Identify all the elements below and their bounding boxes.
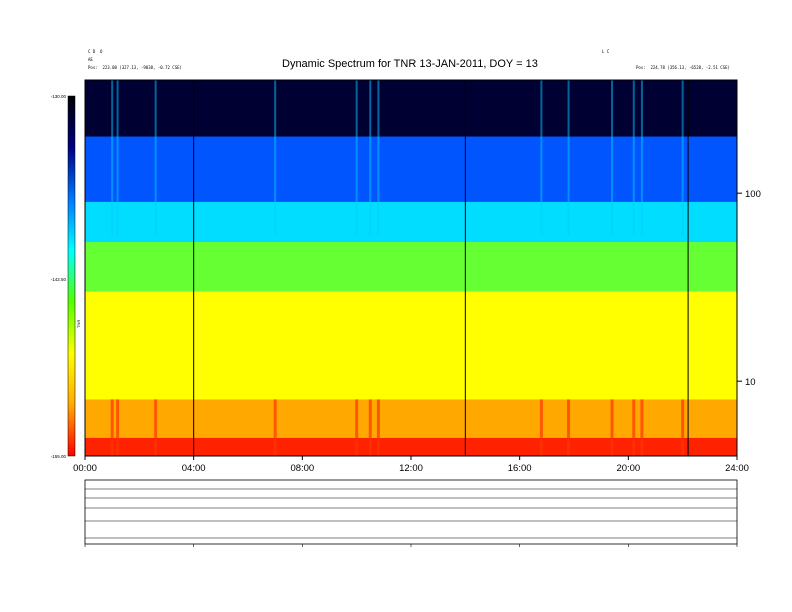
burst-streak	[154, 399, 158, 456]
burst-streak	[567, 399, 571, 456]
burst-streak	[539, 399, 543, 456]
burst-streak-upper	[640, 80, 643, 235]
lower-panel	[84, 479, 738, 547]
colorbar-label: TNR	[76, 320, 81, 328]
red-band	[85, 437, 737, 456]
burst-streak-upper	[377, 80, 380, 235]
burst-streak	[116, 399, 120, 456]
lower-footer	[55, 549, 57, 554]
colorbar-ticks: -130.00 -142.50 -155.00	[51, 94, 67, 459]
burst-streak-upper	[540, 80, 543, 235]
x-tick-label: 12:00	[399, 463, 423, 474]
burst-streak-upper	[274, 80, 277, 235]
chart-title: Dynamic Spectrum for TNR 13-JAN-2011, DO…	[282, 58, 538, 70]
burst-streak-upper	[632, 80, 635, 235]
plot-area	[85, 80, 737, 456]
burst-streak-upper	[567, 80, 570, 235]
x-tick-label: 16:00	[508, 463, 532, 474]
burst-streak-upper	[681, 80, 684, 235]
bursts-layer	[110, 80, 685, 456]
blue-band	[85, 136, 737, 202]
colorbar-tick-label: -155.00	[51, 454, 67, 459]
yellow-band	[85, 291, 737, 400]
burst-streak-upper	[355, 80, 358, 235]
header-right-line1: L C	[602, 49, 610, 54]
x-tick-label: 00:00	[73, 463, 97, 474]
burst-streak	[681, 399, 685, 456]
burst-streak	[640, 399, 644, 456]
orange-band	[85, 399, 737, 438]
burst-streak	[110, 399, 114, 456]
colorbar-tick-label: -142.50	[51, 277, 67, 282]
lower-traces	[85, 488, 737, 539]
lower-panel-frame	[84, 479, 738, 545]
colorbar-tick-label: -130.00	[51, 94, 67, 99]
y-tick-label: 100	[745, 189, 761, 200]
burst-streak-upper	[154, 80, 157, 235]
x-tick-label: 04:00	[182, 463, 206, 474]
burst-streak-upper	[116, 80, 119, 235]
bands-layer	[85, 80, 737, 456]
burst-streak	[273, 399, 277, 456]
x-tick-label: 08:00	[290, 463, 314, 474]
x-tick-label: 20:00	[616, 463, 640, 474]
header-left-line2: AE	[88, 57, 113, 62]
top-dark-band	[85, 80, 737, 137]
burst-streak	[368, 399, 372, 456]
y-tick-label: 10	[745, 377, 756, 388]
burst-streak-upper	[611, 80, 614, 235]
header-left-line3: Pos: 223.00 (327.13, -9038, -0.72 CSE)	[88, 65, 182, 70]
green-band	[85, 241, 737, 292]
header-left-line1: C D O	[88, 49, 151, 54]
burst-streak	[610, 399, 614, 456]
x-axis-ticks: 00:00 04:00 08:00 12:00 16:00 20:00 24:00	[73, 456, 749, 474]
lower-x-ticks	[84, 544, 738, 547]
x-tick-label: 24:00	[725, 463, 749, 474]
cyan-band	[85, 201, 737, 242]
markers-layer	[193, 80, 689, 456]
colorbar	[67, 95, 76, 457]
y-axis-ticks: 100 10	[737, 189, 761, 388]
burst-streak	[632, 399, 636, 456]
burst-streak-upper	[369, 80, 372, 235]
burst-streak	[376, 399, 380, 456]
burst-streak	[355, 399, 359, 456]
burst-streak-upper	[111, 80, 114, 235]
header-right-line3: Pos: 224.78 (356.13, -6528, -2.51 CSE)	[636, 65, 730, 70]
